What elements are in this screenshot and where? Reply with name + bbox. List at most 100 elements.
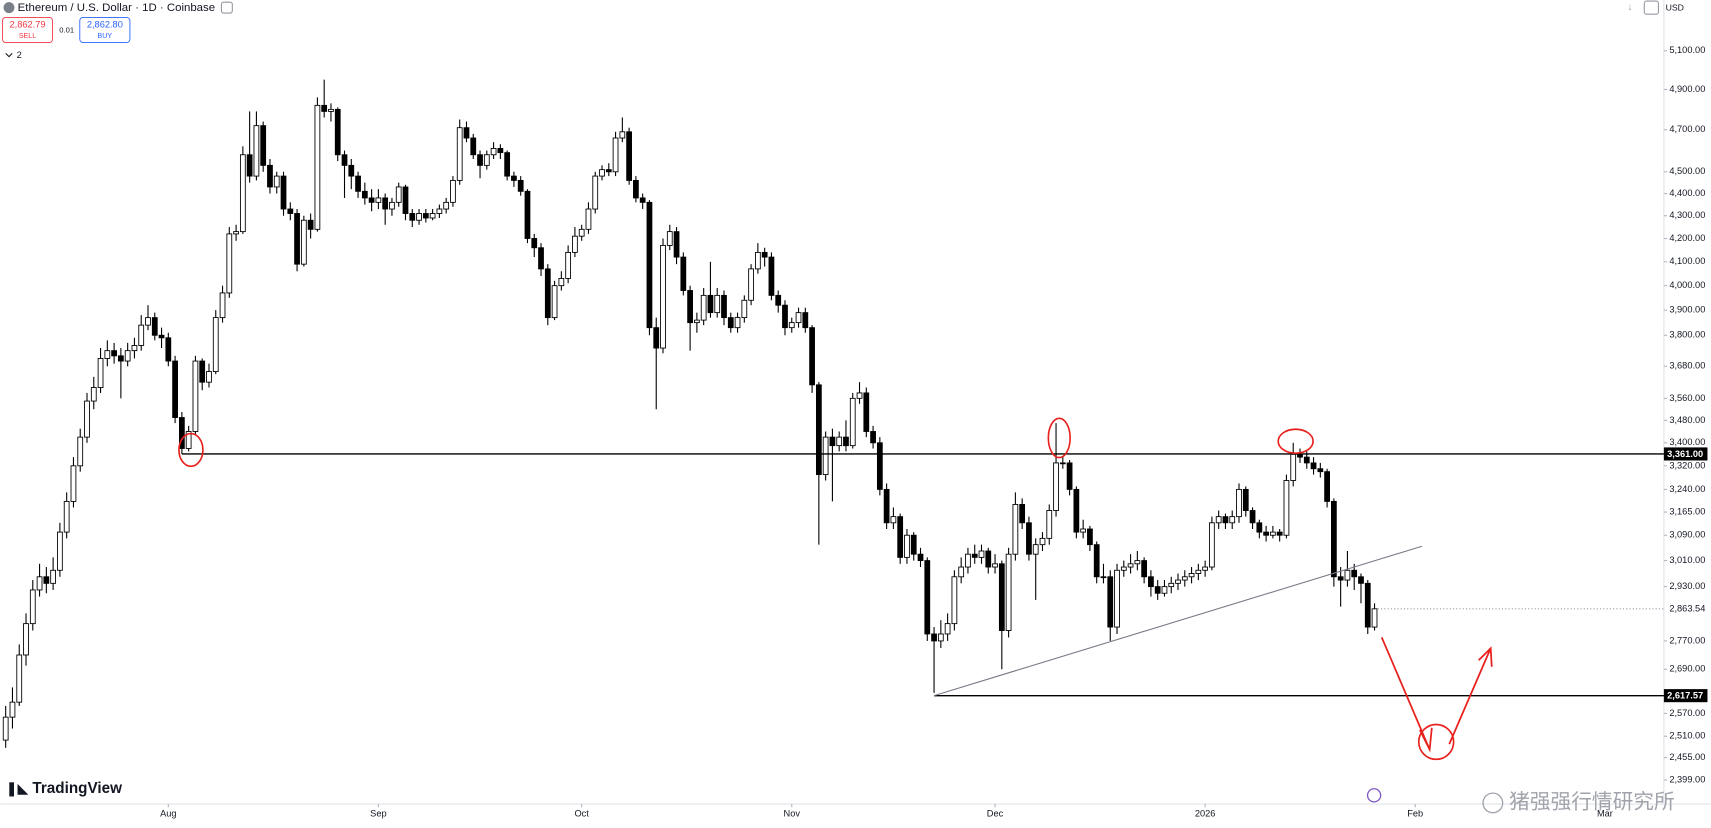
candle-body xyxy=(124,350,131,362)
candle-body xyxy=(619,131,626,139)
candle-body xyxy=(334,108,341,156)
candle-body xyxy=(212,317,219,372)
candle-body xyxy=(1256,522,1263,533)
candle-body xyxy=(782,304,788,329)
candle-body xyxy=(1303,456,1310,464)
candle-body xyxy=(314,104,321,230)
x-tick-label: Oct xyxy=(574,808,589,818)
candle-body xyxy=(300,219,307,265)
candle-body xyxy=(721,294,727,319)
candle-body xyxy=(775,294,782,306)
candle-body xyxy=(538,247,544,270)
y-tick-label: 4,900.00 xyxy=(1669,84,1705,94)
candle-body xyxy=(876,442,883,490)
highlight-circle xyxy=(1047,417,1071,459)
logo-text: TradingView xyxy=(32,780,122,797)
buy-button[interactable] xyxy=(79,16,131,43)
buy-price: 2,862.80 xyxy=(87,20,123,30)
candle-body xyxy=(1263,531,1269,536)
candle-body xyxy=(1141,560,1148,578)
candle-body xyxy=(355,175,361,192)
candle-body xyxy=(395,186,402,203)
candle-body xyxy=(1080,528,1087,533)
candle-body xyxy=(1202,566,1208,571)
candle-body xyxy=(158,334,165,339)
candle-body xyxy=(260,125,267,166)
candle-body xyxy=(660,244,666,349)
candle-body xyxy=(666,231,673,246)
assistant-icon[interactable] xyxy=(1366,788,1382,803)
candle-body xyxy=(145,317,151,326)
candle-body xyxy=(436,208,443,214)
candle-body xyxy=(673,231,680,258)
candle-body xyxy=(1093,544,1100,578)
candle-body xyxy=(585,208,592,230)
candle-body xyxy=(368,197,375,203)
candle-body xyxy=(1324,471,1330,502)
candle-body xyxy=(700,294,707,321)
candle-body xyxy=(456,127,463,181)
symbol-title[interactable]: Ethereum / U.S. Dollar · 1D · Coinbase xyxy=(18,2,215,14)
candle-body xyxy=(870,431,876,444)
candle-body xyxy=(1012,504,1019,555)
candle-body xyxy=(694,319,700,324)
candle-body xyxy=(1107,576,1114,628)
spread: 0.01 xyxy=(59,26,74,35)
candle-body xyxy=(511,175,517,181)
candle-body xyxy=(389,201,395,210)
y-tick-label: 2,770.00 xyxy=(1669,635,1705,645)
x-tick-label: Nov xyxy=(784,808,801,818)
candle-body xyxy=(185,431,192,449)
sell-button[interactable] xyxy=(2,16,53,43)
candle-body xyxy=(1066,462,1073,490)
indicator-count[interactable]: 2 xyxy=(17,50,22,60)
y-tick-label: 3,400.00 xyxy=(1669,437,1705,447)
candle-body xyxy=(1181,576,1188,581)
candle-body xyxy=(267,164,273,188)
candle-body xyxy=(1100,576,1107,579)
candle-body xyxy=(1053,462,1059,511)
candle-body xyxy=(687,290,693,324)
candle-body xyxy=(680,256,687,291)
candle-body xyxy=(605,169,612,173)
down-arrow xyxy=(1380,636,1433,753)
candle-body xyxy=(50,569,56,584)
candle-body xyxy=(1059,462,1066,465)
candle-body xyxy=(572,235,578,253)
candle-body xyxy=(633,179,639,199)
candle-body xyxy=(287,208,294,214)
indicator-chevron[interactable] xyxy=(5,52,13,58)
candle-body xyxy=(849,397,856,447)
currency[interactable]: USD xyxy=(1666,2,1684,12)
toolbar-button[interactable] xyxy=(1643,0,1659,15)
watermark-icon xyxy=(1482,792,1504,814)
settings-icon[interactable] xyxy=(220,1,233,14)
candle-body xyxy=(104,350,111,359)
candle-body xyxy=(551,285,558,319)
level-label-box xyxy=(1663,689,1708,703)
candle-body xyxy=(504,152,511,177)
candle-body xyxy=(23,623,29,656)
candle-body xyxy=(741,299,748,319)
candle-body xyxy=(29,589,36,625)
candle-body xyxy=(341,154,348,166)
candle-body xyxy=(497,148,504,154)
candle-body xyxy=(565,251,572,279)
toolbar-arrow[interactable]: ↓ xyxy=(1628,2,1633,13)
tradingview-logo[interactable]: ❚◣ TradingView xyxy=(6,780,122,797)
candle-body xyxy=(375,197,382,203)
candle-body xyxy=(910,534,917,555)
candle-body xyxy=(1330,500,1337,578)
candle-body xyxy=(416,213,422,221)
candle-body xyxy=(592,175,599,210)
candle-body xyxy=(1154,586,1161,594)
candle-body xyxy=(151,317,158,336)
candle-body xyxy=(1317,468,1324,473)
candle-body xyxy=(16,654,23,703)
candle-body xyxy=(931,633,937,642)
candle-body xyxy=(714,294,721,314)
candle-body xyxy=(490,148,497,156)
candle-body xyxy=(206,371,212,383)
candle-body xyxy=(524,190,531,239)
